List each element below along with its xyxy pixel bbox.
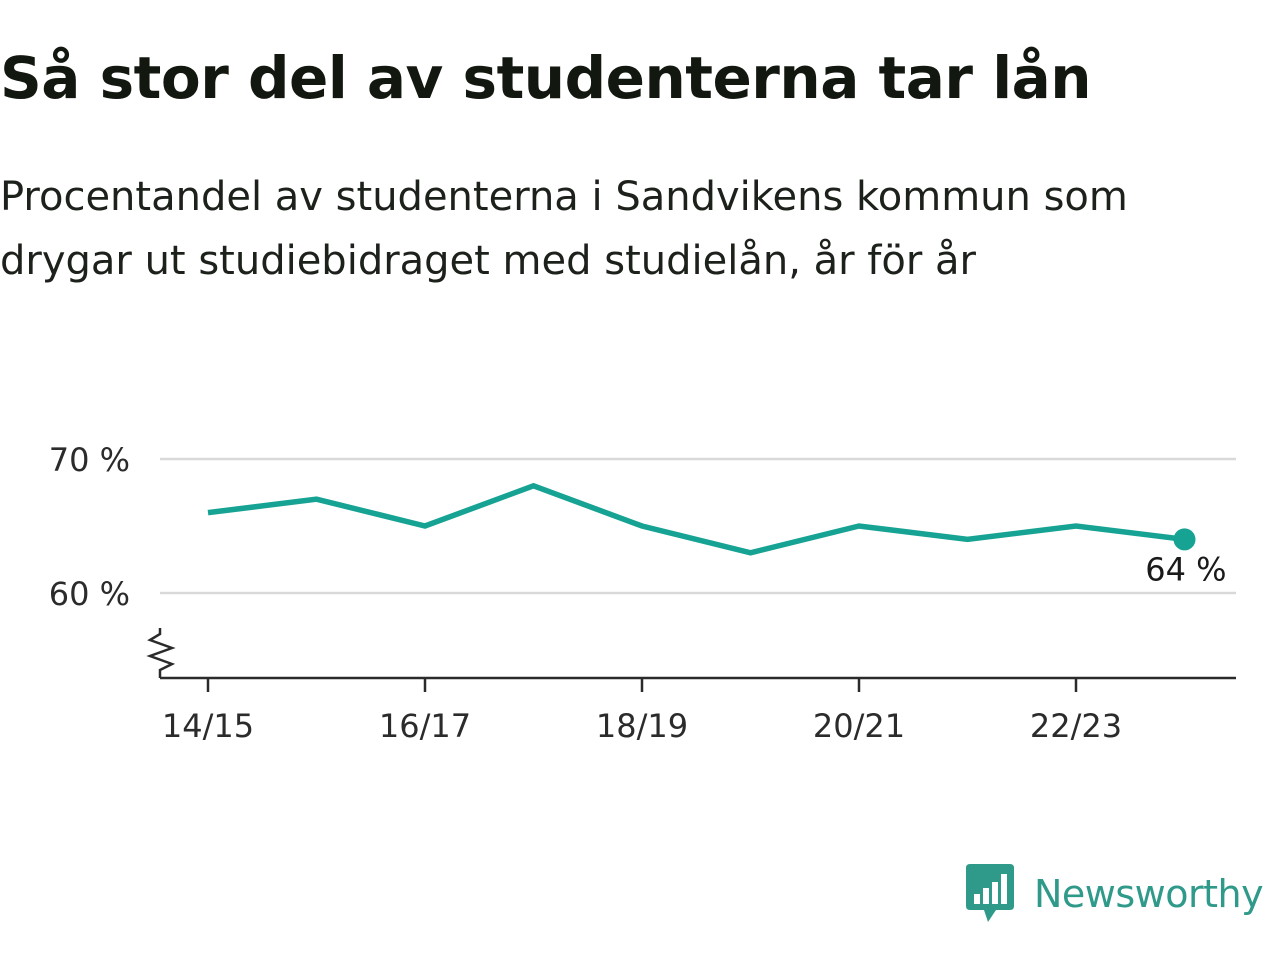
newsworthy-logo: Newsworthy [964,862,1264,926]
gridlines [160,457,1236,595]
labels: 60 % 70 % 14/15 16/17 18/19 20/21 22/23 64 % [49,441,1227,745]
newsworthy-logo-icon [966,864,1014,922]
x-tick-label: 20/21 [813,707,905,745]
end-value-label: 64 % [1145,550,1226,588]
y-axis-break-icon [146,628,176,678]
y-tick-label: 60 % [49,575,130,613]
x-tick-label: 18/19 [596,707,688,745]
series [207,482,1196,556]
chart-title: Så stor del av studenterna tar lån [0,44,1092,112]
x-tick-label: 14/15 [162,707,254,745]
y-tick-label: 70 % [49,441,130,479]
series-line [207,482,1185,556]
x-tick-label: 22/23 [1030,707,1122,745]
end-point-marker [1173,528,1196,551]
chart-subtitle: Procentandel av studenterna i Sandvikens… [0,174,1128,284]
axes [146,628,1236,692]
x-tick-label: 16/17 [379,707,471,745]
logo-text: Newsworthy [1034,872,1264,916]
